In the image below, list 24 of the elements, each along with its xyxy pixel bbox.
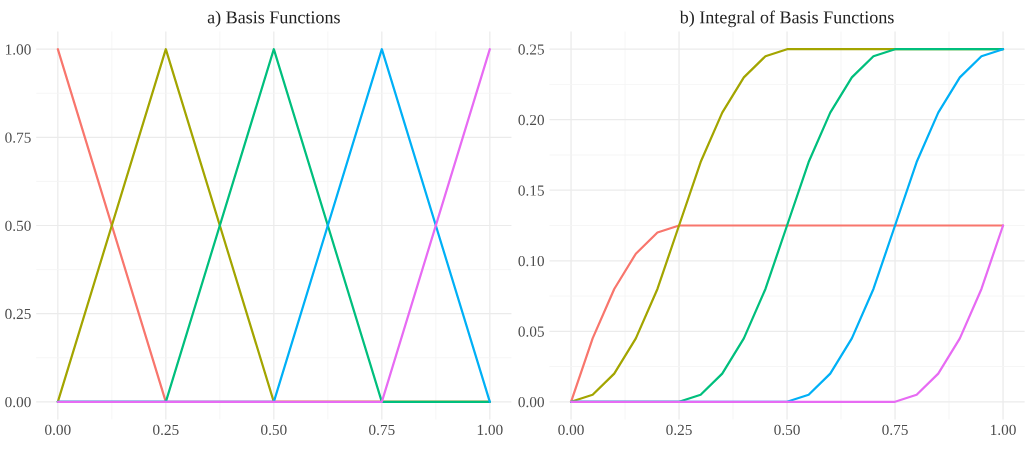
y-tick-label: 0.25 — [5, 308, 31, 320]
x-tick-label: 1.00 — [991, 424, 1016, 436]
y-tick-label: 0.20 — [518, 114, 544, 126]
line-series — [569, 224, 1005, 403]
y-tick-label: 0.50 — [5, 220, 31, 232]
x-tick-label: 0.25 — [153, 424, 179, 436]
x-tick-label: 0.25 — [666, 424, 692, 436]
x-tick-label: 0.00 — [558, 424, 584, 436]
y-tick-label: 0.00 — [518, 396, 544, 408]
y-tick-label: 0.05 — [518, 326, 544, 337]
y-tick-label: 0.25 — [518, 44, 544, 55]
y-tick-label: 0.15 — [518, 185, 544, 196]
y-tick-label: 0.75 — [5, 132, 31, 143]
chart-title: b) Integral of Basis Functions — [679, 10, 894, 28]
chart-title: a) Basis Functions — [207, 10, 340, 28]
x-tick-label: 0.50 — [261, 424, 287, 436]
x-tick-label: 0.75 — [369, 424, 395, 436]
x-tick-label: 1.00 — [477, 424, 503, 436]
y-tick-label: 1.00 — [5, 44, 31, 55]
y-tick-label: 0.00 — [5, 396, 31, 408]
x-tick-label: 0.75 — [882, 424, 908, 436]
x-tick-label: 0.50 — [774, 424, 800, 436]
y-tick-label: 0.10 — [518, 255, 544, 267]
x-tick-label: 0.00 — [45, 424, 71, 436]
